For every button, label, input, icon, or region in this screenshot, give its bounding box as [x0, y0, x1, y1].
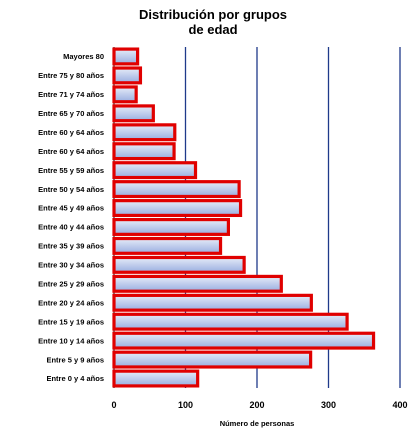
bar-2 [112, 85, 138, 104]
chart-title-line-1: Distribución por grupos [139, 7, 287, 22]
bar-6 [112, 161, 198, 180]
category-label-5: Entre 60 y 64 años [38, 147, 104, 156]
category-label-13: Entre 20 y 24 años [38, 298, 104, 307]
category-label-17: Entre 0 y 4 años [46, 374, 104, 383]
category-label-9: Entre 40 y 44 años [38, 223, 104, 232]
bar-4 [112, 123, 177, 142]
x-tick-label-0: 0 [111, 400, 116, 410]
category-label-4: Entre 60 y 64 años [38, 128, 104, 137]
category-label-16: Entre 5 y 9 años [46, 355, 104, 364]
bar-9 [112, 217, 231, 236]
category-label-11: Entre 30 y 34 años [38, 261, 104, 270]
x-tick-label-1: 100 [178, 400, 193, 410]
category-label-7: Entre 50 y 54 años [38, 185, 104, 194]
bar-0 [112, 47, 140, 66]
category-label-2: Entre 71 y 74 años [38, 90, 104, 99]
bar-3 [112, 104, 155, 123]
category-label-0: Mayores 80 [63, 52, 104, 61]
category-label-10: Entre 35 y 39 años [38, 242, 104, 251]
category-label-1: Entre 75 y 80 años [38, 71, 104, 80]
bar-15 [112, 331, 376, 350]
bar-12 [112, 274, 283, 293]
bar-14 [112, 312, 349, 331]
category-label-15: Entre 10 y 14 años [38, 336, 104, 345]
bar-17 [112, 369, 200, 388]
category-label-14: Entre 15 y 19 años [38, 317, 104, 326]
category-label-8: Entre 45 y 49 años [38, 204, 104, 213]
bar-8 [112, 199, 243, 218]
bar-16 [112, 350, 313, 369]
bar-11 [112, 255, 246, 274]
x-tick-labels: 0 100 200 300 400 [111, 400, 407, 410]
bars [112, 47, 376, 388]
bar-7 [112, 180, 241, 199]
x-tick-label-3: 300 [321, 400, 336, 410]
x-axis-title: Número de personas [220, 419, 295, 428]
gridlines [113, 47, 401, 388]
x-tick-label-4: 400 [392, 400, 407, 410]
category-label-12: Entre 25 y 29 años [38, 280, 104, 289]
category-label-3: Entre 65 y 70 años [38, 109, 104, 118]
bar-5 [112, 142, 176, 161]
category-label-6: Entre 55 y 59 años [38, 166, 104, 175]
bar-10 [112, 236, 223, 255]
bar-1 [112, 66, 143, 85]
chart-title-line-2: de edad [188, 22, 237, 37]
x-tick-label-2: 200 [249, 400, 264, 410]
bar-13 [112, 293, 313, 312]
category-labels: Mayores 80 Entre 75 y 80 años Entre 71 y 7… [38, 52, 104, 383]
